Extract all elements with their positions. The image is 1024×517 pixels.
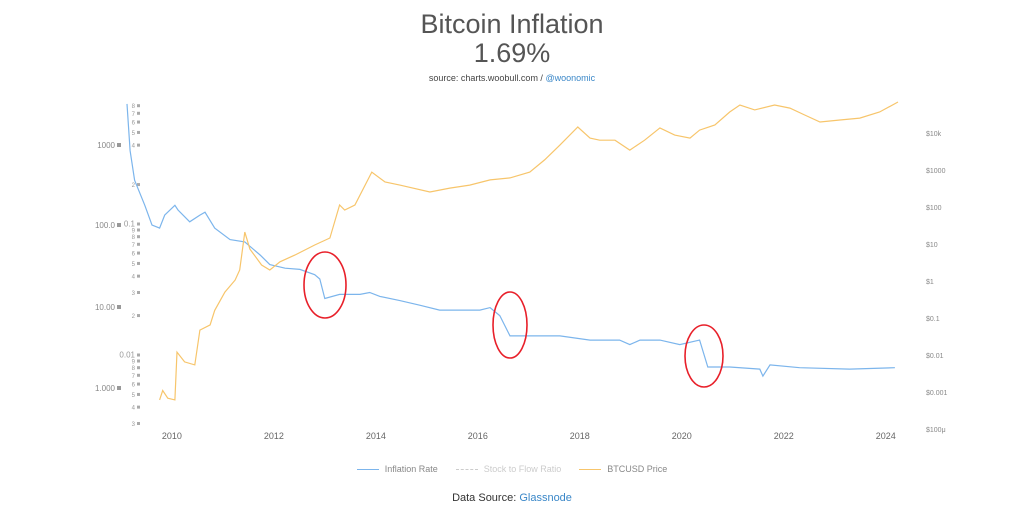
series-line-btcusd-price: [159, 101, 899, 401]
left-axis-tick: [117, 223, 121, 227]
inner-axis-label: 2: [132, 183, 136, 189]
inner-axis-tick: [137, 359, 140, 363]
right-axis-label: $100μ: [926, 427, 946, 434]
left-axis-label: 10.00: [95, 303, 116, 312]
inner-axis-tick: [137, 274, 140, 278]
left-axis-tick: [117, 386, 121, 390]
inner-axis-tick: [137, 120, 140, 124]
x-tick-label: 2024: [876, 431, 896, 441]
right-axis-label: $10k: [926, 131, 942, 138]
legend-item-inflation-rate[interactable]: Inflation Rate: [356, 464, 438, 474]
inner-axis-label: 9: [132, 228, 136, 234]
inner-axis-label: 5: [132, 393, 136, 399]
inner-axis-tick: [137, 314, 140, 318]
glassnode-link[interactable]: Glassnode: [519, 492, 572, 504]
legend-label: Inflation Rate: [384, 464, 438, 474]
right-axis-label: $0.1: [926, 316, 940, 323]
legend-item-btcusd-price[interactable]: BTCUSD Price: [579, 464, 667, 474]
inner-axis-tick: [137, 261, 140, 265]
inner-axis-label: 7: [132, 112, 136, 118]
legend-item-stock-to-flow[interactable]: Stock to Flow Ratio: [455, 464, 562, 474]
right-axis-label: $1: [926, 279, 934, 286]
x-tick-label: 2022: [774, 431, 794, 441]
x-tick-label: 2014: [366, 431, 386, 441]
inner-axis-tick: [137, 228, 140, 232]
data-source: Data Source: Glassnode: [0, 492, 1024, 504]
inner-axis-label: 5: [132, 131, 136, 137]
data-source-prefix: Data Source:: [452, 492, 520, 504]
inner-axis-tick: [137, 130, 140, 134]
left-axis-tick: [117, 305, 121, 309]
inner-axis-label: 2: [132, 314, 136, 320]
inner-axis-tick: [137, 143, 140, 147]
inner-axis-label: 4: [132, 144, 136, 150]
inner-axis-label: 7: [132, 374, 136, 380]
inner-axis-label: 5: [132, 262, 136, 268]
inner-axis-label: 4: [132, 275, 136, 281]
inner-axis-tick: [137, 366, 140, 370]
inner-axis-label: 3: [132, 291, 136, 297]
inner-axis-label: 0.1: [124, 220, 136, 229]
inner-axis-tick: [137, 382, 140, 386]
inner-axis-label: 4: [132, 406, 136, 412]
right-axis-label: $1000: [926, 168, 946, 175]
inner-axis-tick: [137, 242, 140, 246]
inner-axis-label: 8: [132, 366, 136, 372]
inner-axis-tick: [137, 373, 140, 377]
inner-axis-label: 6: [132, 383, 136, 389]
inner-axis-label: 0.01: [119, 351, 135, 360]
source-line: source: charts.woobull.com / @woonomic: [0, 73, 1024, 83]
right-axis-label: $100: [926, 205, 942, 212]
right-axis-label: $0.001: [926, 390, 948, 397]
inner-axis-tick: [137, 405, 140, 409]
inner-axis-tick: [137, 104, 140, 108]
inner-axis-label: 7: [132, 243, 136, 249]
inner-axis-label: 6: [132, 252, 136, 258]
halving-annotation-circle: [492, 291, 528, 359]
inner-axis-tick: [137, 392, 140, 396]
inner-axis-tick: [137, 222, 140, 226]
inner-axis-tick: [137, 290, 140, 294]
inner-axis-label: 6: [132, 121, 136, 127]
legend-label: BTCUSD Price: [607, 464, 668, 474]
halving-annotation-circle: [303, 251, 347, 319]
inner-axis-tick: [137, 251, 140, 255]
legend-label: Stock to Flow Ratio: [483, 464, 562, 474]
x-tick-label: 2010: [162, 431, 182, 441]
legend-swatch: [579, 468, 602, 470]
inner-axis-tick: [137, 183, 140, 187]
right-axis-label: $10: [926, 242, 938, 249]
series-line-inflation-rate: [126, 103, 895, 378]
inner-axis-tick: [137, 353, 140, 357]
legend-swatch: [356, 468, 379, 470]
inner-axis-tick: [137, 111, 140, 115]
inner-axis-label: 3: [132, 422, 136, 428]
halving-annotation-circle: [684, 324, 724, 388]
inner-axis-label: 9: [132, 359, 136, 365]
legend: Inflation Rate Stock to Flow Ratio BTCUS…: [0, 464, 1024, 474]
left-axis-tick: [117, 143, 121, 147]
right-axis-label: $0.01: [926, 353, 944, 360]
x-tick-label: 2018: [570, 431, 590, 441]
source-prefix: source: charts.woobull.com /: [428, 73, 546, 83]
inner-axis-tick: [137, 421, 140, 425]
x-tick-label: 2016: [468, 431, 488, 441]
left-axis-label: 1.000: [95, 384, 116, 393]
woonomic-link[interactable]: @woonomic: [545, 73, 596, 83]
left-axis-label: 100.0: [95, 221, 116, 230]
inner-axis-tick: [137, 235, 140, 239]
legend-swatch: [455, 468, 478, 470]
inner-axis-label: 8: [132, 104, 136, 110]
x-tick-label: 2020: [672, 431, 692, 441]
x-tick-label: 2012: [264, 431, 284, 441]
chart-title: Bitcoin Inflation: [420, 9, 604, 39]
left-axis-label: 1000: [97, 141, 115, 150]
inner-axis-label: 8: [132, 235, 136, 241]
inflation-value: 1.69%: [473, 38, 551, 68]
